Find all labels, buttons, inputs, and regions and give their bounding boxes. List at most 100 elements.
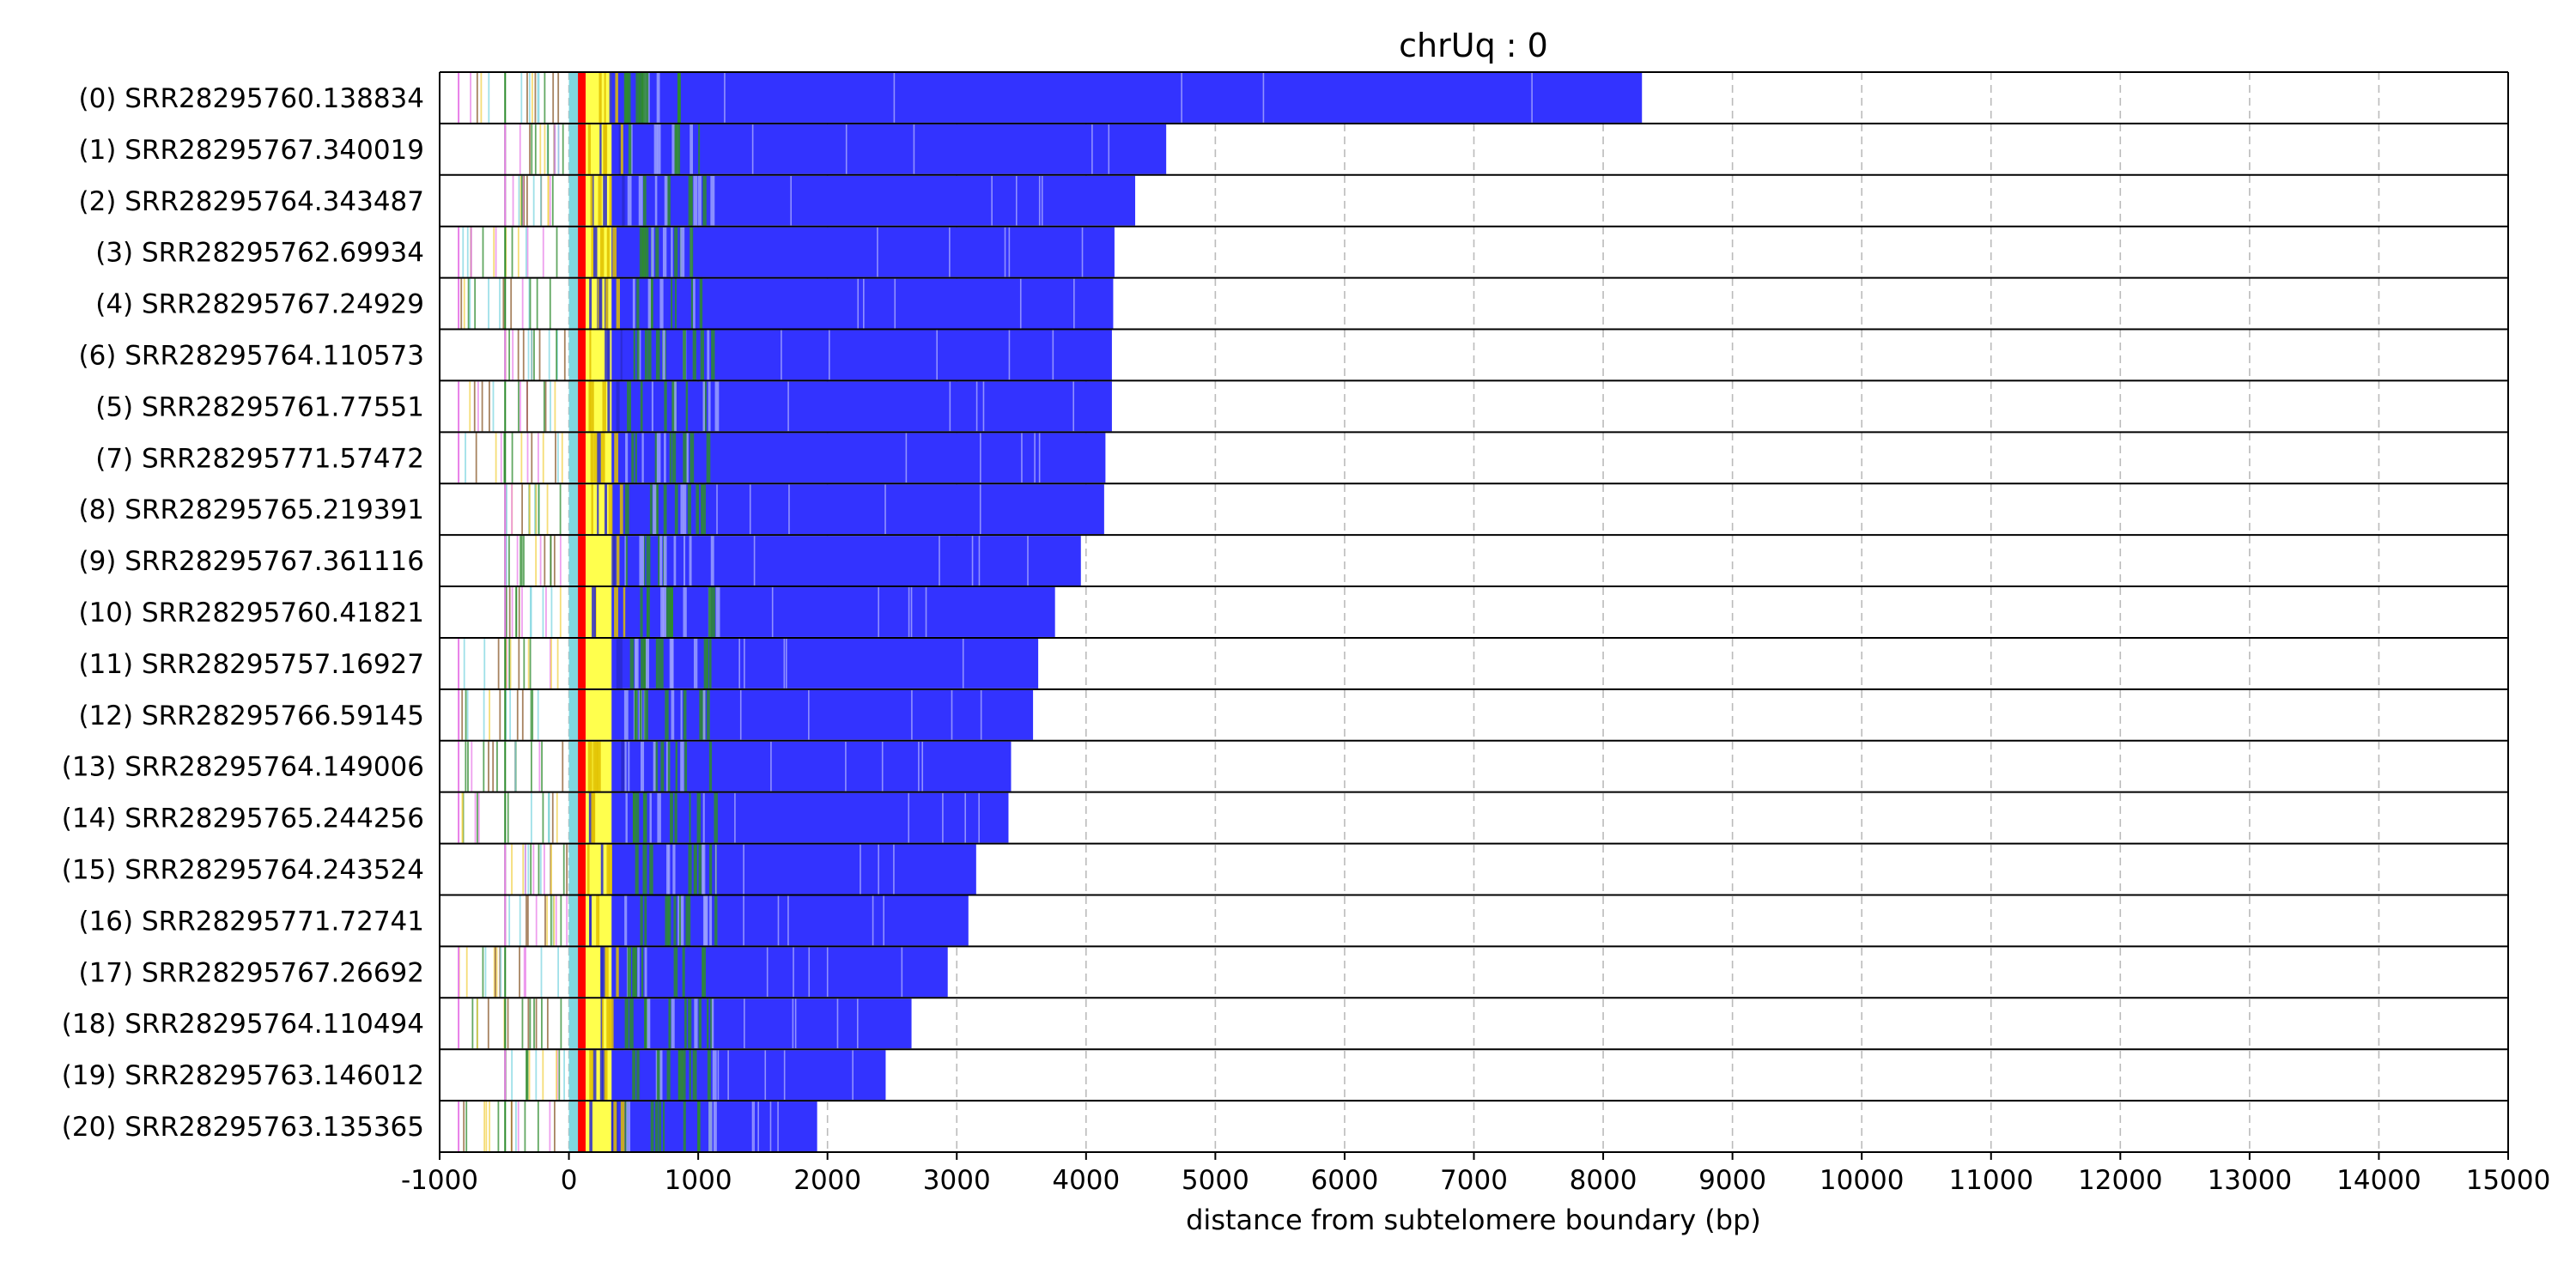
annotation-stripe <box>512 175 514 226</box>
read-label: (6) SRR28295764.110573 <box>78 340 424 371</box>
telomere-stripe <box>787 895 789 946</box>
boundary-red <box>578 175 586 226</box>
repeat-stripe <box>625 433 629 483</box>
annotation-stripe <box>551 175 554 226</box>
annotation-stripe <box>544 536 546 586</box>
annotation-stripe <box>465 741 467 792</box>
annotation-stripe <box>469 381 471 432</box>
repeat-stripe <box>685 433 689 483</box>
repeat-stripe <box>624 741 627 792</box>
telomere-stripe <box>836 998 839 1049</box>
annotation-stripe <box>482 227 484 277</box>
annotation-stripe <box>531 330 533 380</box>
telomere-stripe <box>777 895 780 946</box>
annotation-stripe <box>529 484 531 535</box>
telomere-bar <box>611 1050 886 1101</box>
repeat-stripe <box>702 175 707 226</box>
repeat-stripe <box>651 227 654 277</box>
repeat-stripe <box>693 278 696 329</box>
annotation-stripe <box>535 998 538 1049</box>
telomere-stripe <box>717 1050 720 1101</box>
repeat-stripe <box>640 381 643 432</box>
annotation-stripe <box>544 844 545 895</box>
repeat-stripe <box>600 433 605 483</box>
read-rows <box>458 73 1643 1151</box>
repeat-stripe <box>666 844 670 895</box>
annotation-stripe <box>504 1101 507 1151</box>
telomere-stripe <box>751 124 754 174</box>
annotation-stripe <box>462 227 465 277</box>
telomere-stripe <box>845 124 848 174</box>
read-label: (2) SRR28295764.343487 <box>78 186 424 217</box>
repeat-stripe <box>646 587 649 637</box>
annotation-stripe <box>549 638 551 689</box>
annotation-stripe <box>537 1101 539 1151</box>
repeat-stripe <box>659 638 661 689</box>
x-tick-label: 7000 <box>1440 1165 1508 1196</box>
repeat-stripe <box>591 792 596 843</box>
repeat-stripe <box>659 278 664 329</box>
annotation-stripe <box>543 381 545 432</box>
telomere-stripe <box>744 998 745 1049</box>
annotation-stripe <box>540 947 543 998</box>
annotation-stripe <box>480 73 483 123</box>
repeat-stripe <box>639 536 642 586</box>
read-row <box>504 844 976 895</box>
read-row <box>458 998 912 1049</box>
annotation-stripe <box>566 844 568 895</box>
repeat-stripe <box>645 73 649 123</box>
annotation-stripe <box>493 227 495 277</box>
annotation-stripe <box>549 1101 551 1151</box>
read-row <box>458 741 1012 792</box>
annotation-stripe <box>526 175 528 226</box>
annotation-stripe <box>511 433 513 483</box>
repeat-stripe <box>702 381 706 432</box>
repeat-stripe <box>619 124 623 174</box>
repeat-stripe <box>690 227 694 277</box>
repeat-stripe <box>598 73 602 123</box>
repeat-stripe <box>665 689 669 740</box>
repeat-stripe <box>604 1050 608 1101</box>
annotation-stripe <box>554 1101 556 1151</box>
read-row <box>504 484 1104 535</box>
annotation-stripe <box>488 73 490 123</box>
read-label: (20) SRR28295763.135365 <box>62 1112 424 1143</box>
annotation-stripe <box>548 330 550 380</box>
repeat-stripe <box>635 844 639 895</box>
annotation-stripe <box>482 947 484 998</box>
telomere-bar <box>611 895 969 946</box>
telomere-stripe <box>716 484 718 535</box>
annotation-stripe <box>539 124 542 174</box>
read-row <box>458 381 1112 432</box>
repeat-stripe <box>708 381 711 432</box>
telomere-stripe <box>979 484 981 535</box>
repeat-stripe <box>649 484 653 535</box>
repeat-stripe <box>595 741 598 792</box>
repeat-stripe <box>633 330 635 380</box>
annotation-stripe <box>552 73 555 123</box>
telomere-stripe <box>1108 124 1110 174</box>
telomere-stripe <box>1531 73 1533 123</box>
annotation-stripe <box>532 73 533 123</box>
plot-frame <box>439 71 2509 1153</box>
repeat-stripe <box>600 844 604 895</box>
repeat-stripe <box>685 895 689 946</box>
annotation-stripe <box>535 484 538 535</box>
annotation-stripe <box>499 947 501 998</box>
annotation-stripe <box>566 895 568 946</box>
annotation-stripe <box>538 484 540 535</box>
annotation-stripe <box>550 536 552 586</box>
annotation-stripe <box>463 278 465 329</box>
repeat-stripe <box>590 175 593 226</box>
telomere-stripe <box>753 536 756 586</box>
repeat-stripe <box>666 175 671 226</box>
repeat-stripe <box>663 1101 665 1151</box>
annotation-stripe <box>519 947 520 998</box>
repeat-stripe <box>671 433 677 483</box>
repeat-stripe <box>609 998 614 1049</box>
repeat-stripe <box>655 638 659 689</box>
annotation-stripe <box>463 638 465 689</box>
repeat-stripe <box>699 278 703 329</box>
repeat-stripe <box>629 638 635 689</box>
annotation-stripe <box>525 947 526 998</box>
